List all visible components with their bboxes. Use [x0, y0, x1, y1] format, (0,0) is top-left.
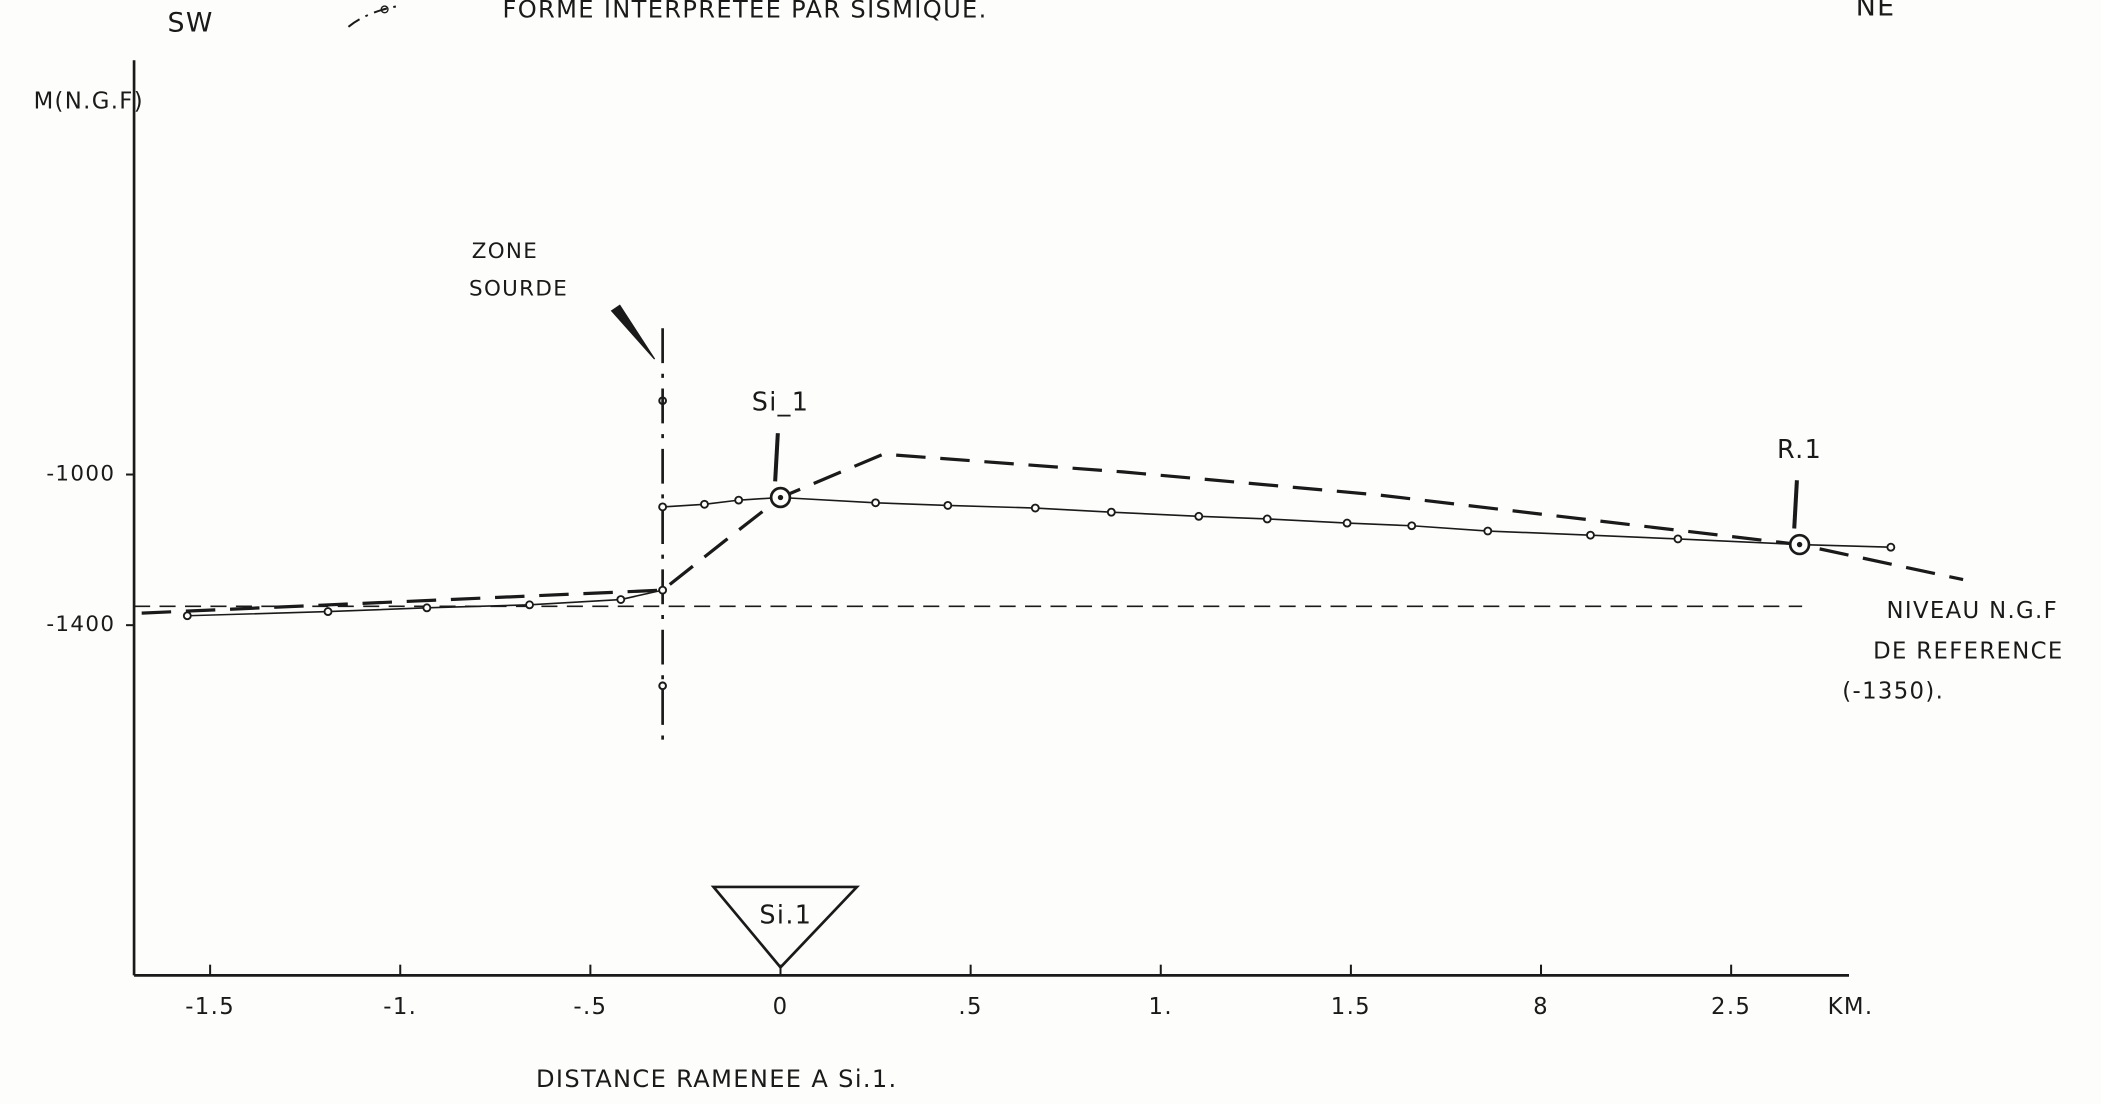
legend-symbol-dot	[380, 5, 389, 14]
x-unit: KM.	[1828, 994, 1874, 1020]
seismic-point	[1030, 503, 1040, 513]
seismic-point	[1194, 511, 1204, 521]
seismic-point	[422, 603, 432, 613]
seismic-point	[1673, 534, 1683, 544]
seismic-point	[871, 498, 880, 508]
fault-point	[658, 681, 667, 691]
seismic-point	[1106, 507, 1116, 517]
y-axis-label: M(N.G.F)	[34, 88, 144, 114]
axis-well-label: Si.1	[759, 900, 812, 930]
left-label: SW	[168, 8, 214, 39]
x-tick-label: -1.	[383, 994, 417, 1020]
y-tick-label: -1000	[46, 462, 115, 487]
x-tick-label: 1.	[1149, 994, 1173, 1020]
seismic-point	[1407, 521, 1417, 531]
well-dot	[1796, 541, 1803, 548]
seismic-point	[1483, 526, 1493, 536]
well-pointer	[773, 433, 780, 482]
seismic-point	[658, 585, 668, 595]
reference-label: NIVEAU N.G.F	[1887, 598, 2059, 624]
seismic-point	[1586, 530, 1595, 540]
x-tick-label: -1.5	[185, 994, 235, 1020]
fault-label: SOURDE	[469, 276, 568, 301]
well-dot	[777, 494, 784, 501]
well-pointer	[1792, 480, 1799, 529]
legend-symbol	[347, 4, 403, 28]
fault-label: ZONE	[472, 239, 538, 264]
x-tick-label: 0	[773, 994, 789, 1020]
x-tick-label: 2.5	[1711, 994, 1751, 1020]
well-label: R.1	[1777, 435, 1822, 465]
seismic-point	[1886, 542, 1896, 552]
fault-pointer	[610, 304, 656, 360]
seismic-point	[700, 499, 709, 509]
well-label: Si_1	[752, 388, 809, 418]
x-axis-label: DISTANCE RAMENEE A Si.1.	[536, 1065, 898, 1093]
seismic-point	[1342, 518, 1352, 528]
right-label: NE	[1856, 0, 1896, 23]
seismic-line	[187, 589, 663, 617]
seismic-point	[616, 595, 626, 604]
seismic-point	[943, 500, 953, 510]
seismic-point	[658, 502, 668, 512]
reference-label: (-1350).	[1842, 679, 1944, 705]
seismic-line	[662, 496, 1891, 549]
seismic-point	[323, 607, 333, 617]
x-tick-label: .5	[958, 994, 982, 1020]
seismic-point	[734, 495, 744, 505]
seismic-point	[525, 600, 534, 610]
reference-label: DE REFERENCE	[1873, 638, 2063, 664]
well-triangle	[710, 885, 860, 970]
seismic-point	[182, 611, 192, 621]
seismic-point	[1262, 514, 1272, 524]
x-tick-label: 8	[1533, 994, 1549, 1020]
x-tick-label: 1.5	[1331, 994, 1371, 1020]
x-tick-label: -.5	[573, 994, 607, 1020]
interpreted-line	[141, 452, 1964, 615]
legend-text: FORME INTERPRETEE PAR SISMIQUE.	[503, 0, 988, 24]
fault-point	[658, 396, 667, 406]
y-tick-label: -1400	[46, 612, 115, 637]
